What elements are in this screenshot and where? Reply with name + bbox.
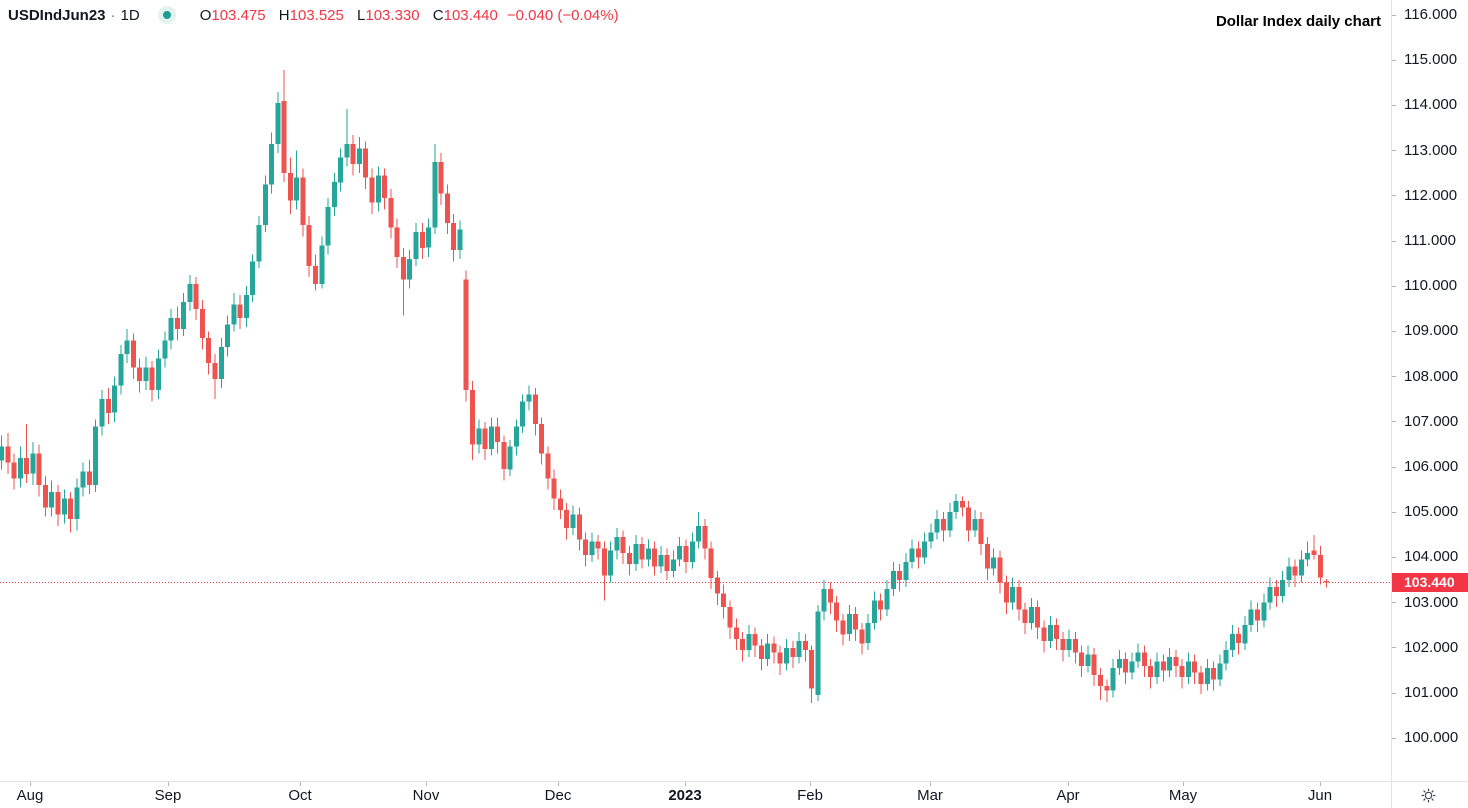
last-price-tag: 103.440	[1392, 573, 1468, 593]
series-marker-icon	[157, 6, 176, 24]
ohlc-values: O103.475 H103.525 L103.330 C103.440	[200, 7, 498, 24]
close-value: 103.440	[443, 6, 498, 24]
time-axis-tick	[930, 782, 931, 786]
price-axis-tick	[1392, 602, 1396, 604]
low-value: 103.330	[365, 6, 420, 24]
price-axis-label: 106.000	[1404, 458, 1459, 475]
price-axis-tick	[1392, 14, 1396, 16]
legend-separator: ·	[110, 6, 116, 24]
time-axis-label: Apr	[1056, 787, 1080, 804]
candles	[0, 70, 1330, 703]
time-axis-tick	[558, 782, 559, 786]
price-axis-tick	[1392, 556, 1396, 558]
price-axis-label: 115.000	[1404, 51, 1458, 69]
price-axis-tick	[1392, 59, 1396, 61]
time-axis-label: Dec	[544, 787, 572, 804]
time-axis-tick	[810, 782, 811, 786]
chart-legend: USDIndJun23 · 1D O103.475 H103.525 L103.…	[8, 6, 619, 24]
change-value: −0.040 (−0.04%)	[506, 6, 619, 24]
price-axis-label: 102.000	[1404, 638, 1459, 656]
price-axis-label: 116.000	[1404, 6, 1458, 23]
time-axis-tick	[300, 782, 301, 786]
time-axis[interactable]: Aug Sep Oct Nov Dec 2023 Feb Mar Apr May Jun	[0, 781, 1391, 808]
price-axis-label: 111.000	[1404, 232, 1456, 249]
time-axis-label: Sep	[154, 787, 182, 804]
price-axis-label: 104.000	[1404, 548, 1459, 566]
price-axis-tick	[1392, 240, 1396, 242]
price-axis-label: 110.000	[1404, 277, 1458, 295]
time-axis-label: Oct	[288, 787, 312, 804]
time-axis-tick	[30, 782, 31, 786]
price-axis-label: 113.000	[1404, 141, 1458, 159]
time-axis-label: May	[1168, 787, 1198, 804]
price-axis-tick	[1392, 692, 1396, 694]
price-scale-settings-gear-icon[interactable]	[1421, 788, 1436, 803]
price-axis-tick	[1392, 511, 1396, 513]
price-axis-tick	[1392, 421, 1396, 423]
price-axis-label: 105.000	[1404, 503, 1459, 521]
time-axis-label: Mar	[917, 787, 943, 804]
open-label: O	[199, 6, 212, 24]
low-label: L	[357, 6, 366, 24]
time-axis-label: 2023	[668, 787, 702, 804]
time-axis-tick	[168, 782, 169, 786]
close-label: C	[432, 6, 444, 24]
price-axis-label: 100.000	[1404, 729, 1459, 747]
price-axis-tick	[1392, 150, 1396, 152]
time-axis-tick	[1320, 782, 1321, 786]
price-axis-tick	[1392, 285, 1396, 287]
price-axis-tick	[1392, 330, 1396, 332]
price-axis-label: 108.000	[1404, 367, 1459, 385]
high-label: H	[278, 6, 290, 24]
symbol-title[interactable]: USDIndJun23	[8, 6, 106, 24]
chart-pane[interactable]: USDIndJun23 · 1D O103.475 H103.525 L103.…	[0, 0, 1391, 781]
price-axis-tick	[1392, 737, 1396, 739]
price-axis-label: 101.000	[1404, 684, 1459, 701]
price-axis-label: 107.000	[1404, 412, 1459, 430]
candlestick-plot	[0, 70, 1391, 703]
price-axis-tick	[1392, 104, 1396, 106]
time-axis-label: Nov	[412, 787, 440, 804]
price-axis-tick	[1392, 195, 1396, 197]
time-axis-label: Jun	[1307, 787, 1333, 804]
price-axis-label: 112.000	[1404, 186, 1458, 204]
price-axis[interactable]: 103.440 116.000 115.000 114.000 113.000 112.…	[1391, 0, 1468, 781]
price-axis-tick	[1392, 466, 1396, 468]
price-axis-label: 114.000	[1404, 96, 1458, 114]
open-value: 103.475	[211, 6, 266, 24]
time-axis-label: Aug	[16, 787, 44, 804]
price-axis-label: 103.000	[1404, 593, 1459, 611]
time-axis-tick	[1068, 782, 1069, 786]
time-axis-tick	[685, 782, 686, 786]
high-value: 103.525	[289, 6, 344, 24]
price-axis-label: 109.000	[1404, 322, 1459, 340]
axis-corner	[1391, 781, 1468, 808]
chart-title-annotation: Dollar Index daily chart	[1215, 13, 1381, 30]
time-axis-label: Feb	[797, 787, 823, 804]
interval-label[interactable]: 1D	[120, 6, 140, 24]
price-axis-tick	[1392, 647, 1396, 649]
price-axis-tick	[1392, 376, 1396, 378]
time-axis-tick	[1183, 782, 1184, 786]
time-axis-tick	[426, 782, 427, 786]
